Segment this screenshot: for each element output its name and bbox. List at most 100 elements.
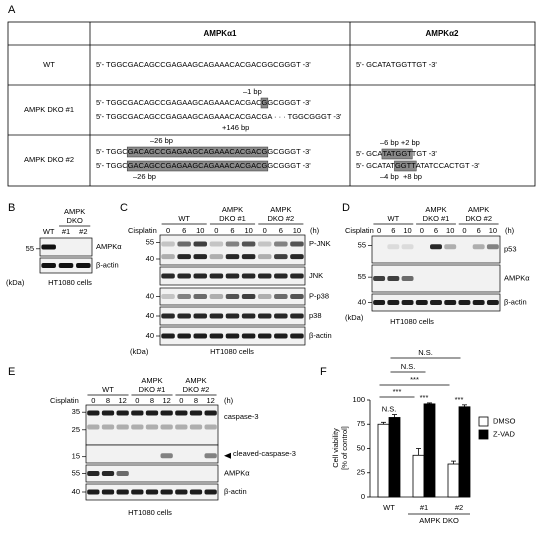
band [387,276,400,281]
band [241,333,256,339]
lane-label: 8 [194,396,198,405]
group-label: AMPK [141,376,162,385]
sequence-segment: TGT -3' [455,161,481,170]
y-tick-label: 75 [357,419,365,428]
band [101,471,115,476]
significance-label: N.S. [382,405,397,414]
band [175,424,188,430]
sequence-segment: +2 bp [401,138,420,147]
band [160,489,173,495]
lane-label: 8 [150,396,154,405]
band [175,410,188,416]
lane-label: 12 [118,396,126,405]
band [204,489,217,495]
panel-label: B [8,202,15,214]
legend-swatch [478,416,489,427]
marker-label: 55 [358,272,366,281]
band [486,300,499,305]
band [193,254,208,260]
lane-label: 0 [214,226,218,235]
group-label: DKO #2 [465,214,492,223]
band [430,300,442,305]
marker-label: 40 [146,331,154,340]
group-label: AMPK [185,376,206,385]
group-label: WT [387,214,399,223]
protein-label: β-actin [309,331,332,340]
band [290,254,304,260]
lane-label: 8 [106,396,110,405]
band [161,294,175,299]
legend-label: Z-VAD [493,429,516,438]
sequence-box [126,146,269,158]
band [145,424,159,430]
lane-label: 0 [179,396,183,405]
panel-label: A [8,4,16,16]
sequence-segment: TGG [391,60,407,69]
marker-label: 40 [146,311,154,320]
band [189,489,203,495]
lane-label: 6 [230,226,234,235]
time-unit: (h) [310,226,320,235]
sequence-segment: GGTT [395,161,416,170]
band [116,424,129,430]
blot [85,444,219,464]
band [257,294,272,299]
x-tick-label: #2 [455,503,463,512]
sequence-segment: 5'- GCATA [356,60,391,69]
band [387,300,400,305]
sequence-segment: TATGGT [382,149,412,158]
marker-label: 55 [26,244,34,253]
band [161,313,175,319]
band [225,333,240,339]
time-unit: (h) [505,226,515,235]
sequence-box [260,97,269,109]
band [209,313,224,319]
lane-label: 0 [377,226,381,235]
band [193,241,208,247]
band [290,294,304,299]
sequence-segment: GGG [279,98,297,107]
band [274,313,288,319]
band [87,424,100,430]
band [131,410,144,416]
group-label: AMPK [64,207,85,216]
band [458,300,471,305]
bar [423,403,436,498]
band [160,424,173,430]
protein-label: AMPKα [96,242,122,251]
lane-label: 12 [206,396,214,405]
band [225,241,240,247]
band [472,300,485,305]
lane-label: 12 [162,396,170,405]
band [116,410,129,416]
band [241,273,256,279]
band [161,254,175,260]
band [204,453,217,459]
lane-label: #1 [62,227,70,236]
group-label: WT [102,385,114,394]
band [41,263,56,268]
sequence-segment: ATATCCAC [416,161,455,170]
sequence-segment: A · · · [267,112,285,121]
band [209,333,224,339]
band [257,333,272,339]
bar [447,463,460,498]
band [415,300,428,305]
marker-label: 40 [72,487,80,496]
x-tick-label: #1 [420,503,428,512]
lane-label: 0 [135,396,139,405]
marker-label: 55 [358,240,366,249]
lane-label: 10 [293,226,301,235]
group-label: DKO #2 [183,385,210,394]
band [241,313,256,319]
cells-label: HT1080 cells [48,278,92,287]
protein-label: AMPKα [224,468,250,477]
lane-label: 10 [446,226,454,235]
band [161,333,175,339]
band [101,410,115,416]
band [472,244,485,250]
significance-label: *** [455,395,464,404]
sequence-segment: GGG [279,161,297,170]
arrow [224,452,231,459]
marker-label: 40 [146,291,154,300]
